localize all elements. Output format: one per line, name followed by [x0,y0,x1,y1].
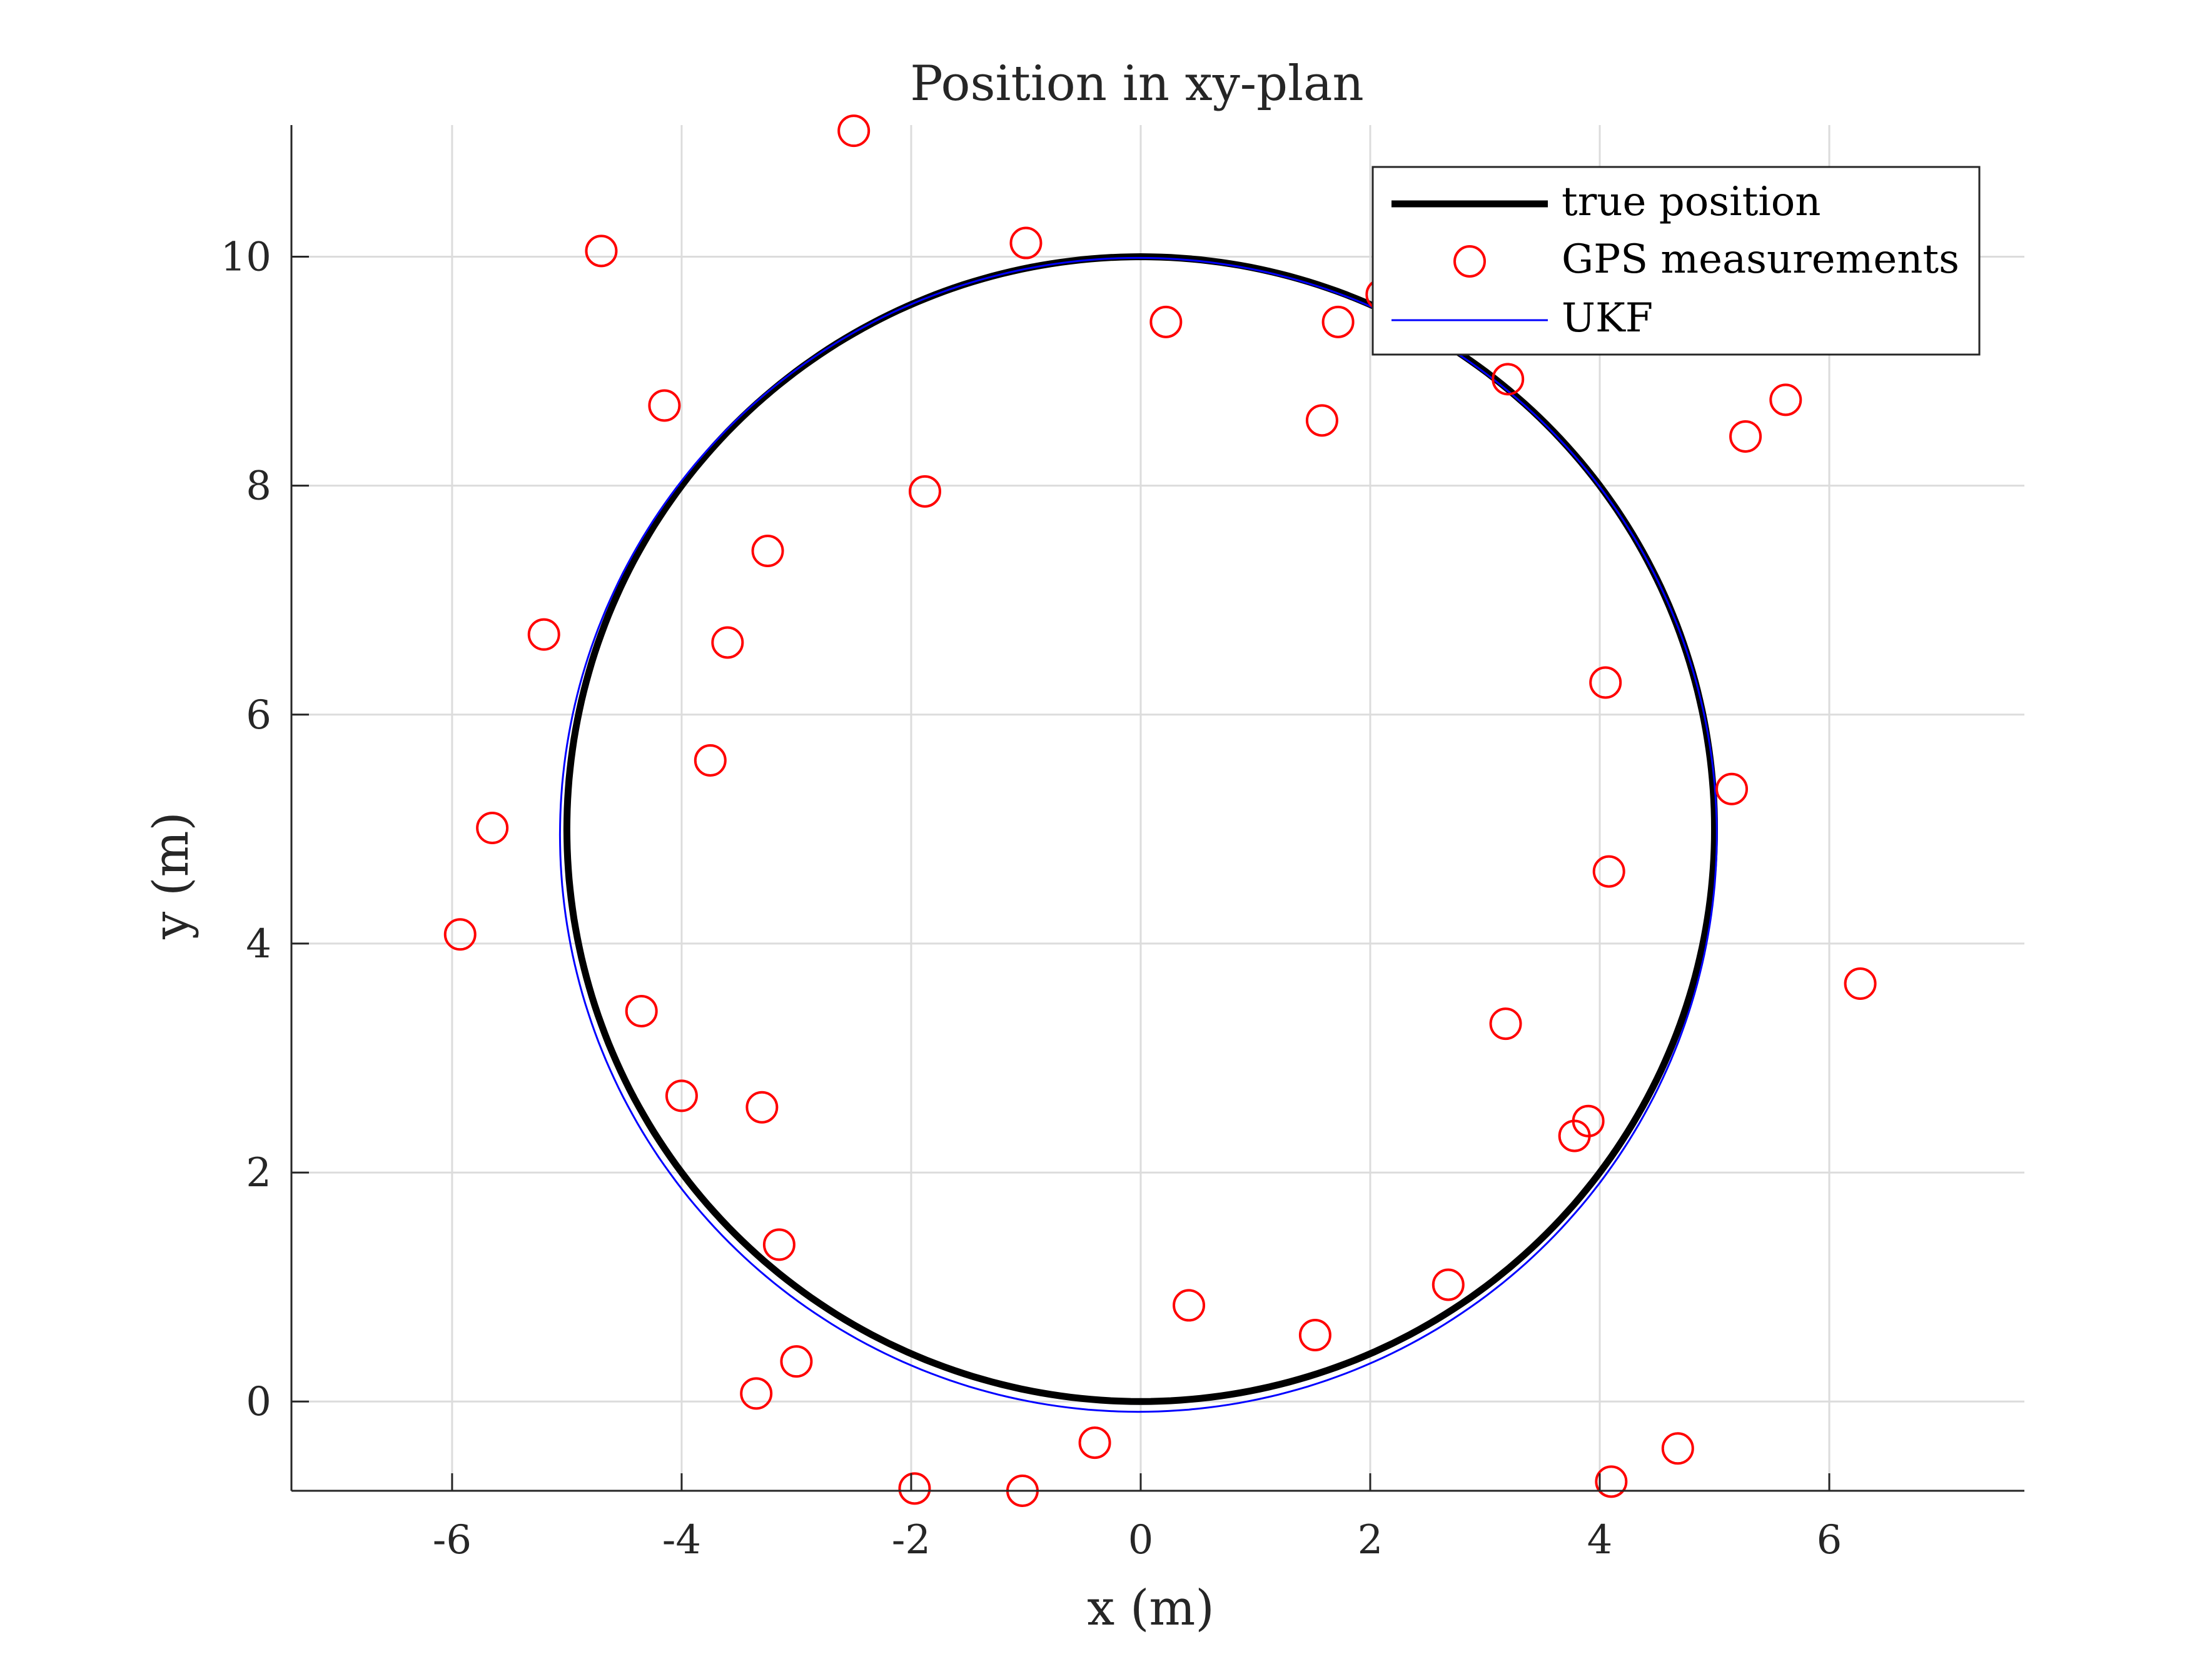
gps-point [1592,855,1625,888]
legend-ukf-label: UKF [1562,295,1653,341]
gps-point [1305,404,1338,437]
gps-point [1489,1007,1522,1041]
gps-point [711,626,744,659]
legend-box [1371,166,1981,356]
ukf-line [558,256,1718,1413]
legend: true position GPS measurements UKF [1371,166,1981,356]
gps-point [1321,305,1355,338]
chart-title: Position in xy-plan [910,56,1364,112]
gps-point [898,1472,931,1505]
y-tick-label: 4 [246,921,271,967]
gps-point [1149,305,1183,338]
gps-point [694,744,727,777]
gps-point [648,389,681,422]
gps-point [1661,1432,1694,1465]
gps-point [1558,1119,1591,1152]
x-tick-label: 4 [1587,1517,1613,1563]
gps-point [762,1228,795,1261]
y-tick-label: 6 [246,692,271,739]
plot-curves [558,253,1719,1413]
gps-point [665,1079,698,1112]
legend-gps-label: GPS measurements [1562,236,1959,283]
gps-point [1009,226,1043,260]
gps-point [1595,1465,1628,1498]
gps-point [745,1091,779,1124]
gps-point [625,994,658,1027]
gps-point [527,618,560,651]
x-tick-label: 6 [1817,1517,1842,1563]
legend-gps-swatch [1453,245,1486,278]
gps-point [1729,420,1762,453]
tick-labels: -6 -4 -2 0 2 4 6 0 2 4 6 8 10 [221,234,1842,1563]
gps-point [1173,1289,1206,1322]
true-position-line [563,253,1719,1405]
y-tick-label: 8 [246,463,271,510]
gps-point [585,234,618,268]
y-tick-label: 0 [246,1379,271,1425]
gps-point [1432,1268,1465,1301]
x-tick-label: -6 [433,1517,472,1563]
gps-point [1715,772,1749,805]
x-tick-label: 2 [1358,1517,1383,1563]
gps-point [443,918,477,951]
x-tick-label: -2 [892,1517,931,1563]
legend-true-position-label: true position [1562,179,1821,225]
gps-point [740,1377,773,1410]
gps-point [1589,666,1622,699]
gps-point [1492,363,1525,396]
gps-point [908,475,941,508]
gps-point [1298,1319,1331,1352]
x-axis-label: x (m) [1087,1580,1215,1636]
gps-point [1769,383,1802,416]
x-tick-label: -4 [662,1517,701,1563]
axes [290,125,2024,1492]
gps-point [837,114,871,148]
gps-point [1078,1426,1111,1460]
y-tick-label: 2 [246,1150,271,1196]
gps-point [476,812,509,845]
gps-point [751,535,784,568]
x-tick-label: 0 [1128,1517,1154,1563]
y-axis-label: y (m) [143,812,199,940]
gps-point [780,1345,813,1378]
y-tick-label: 10 [221,234,271,281]
gps-point [1844,967,1877,1001]
